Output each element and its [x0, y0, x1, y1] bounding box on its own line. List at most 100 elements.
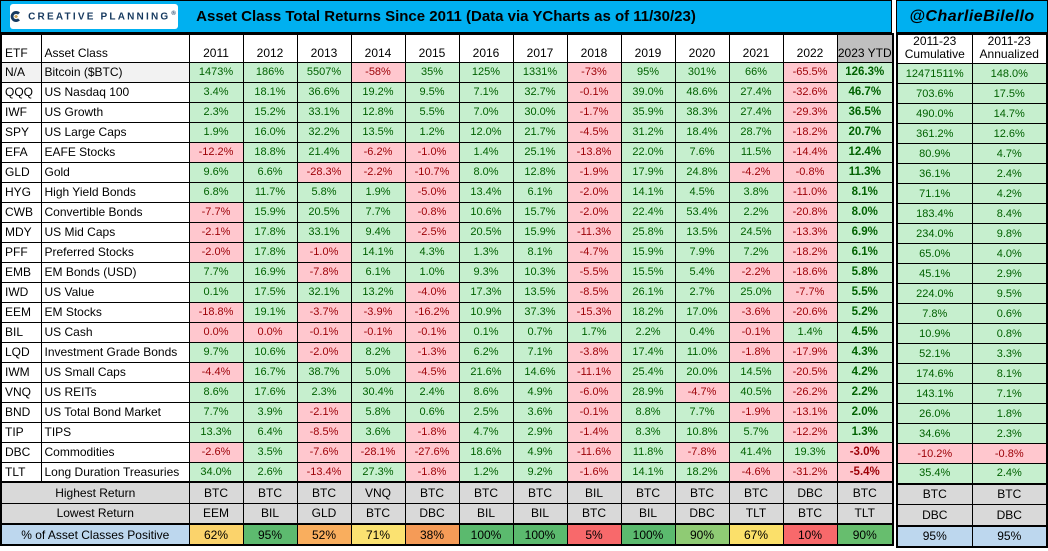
return-cell: 5.5% [836, 281, 894, 303]
return-cell: 5.0% [350, 361, 406, 383]
return-cell: 24.5% [728, 221, 784, 243]
table-row: 224.0% 9.5% [896, 283, 1048, 304]
percent-positive-cell: 52% [296, 523, 352, 546]
return-cell: -20.5% [782, 361, 838, 383]
annualized-cell: 7.1% [971, 383, 1048, 404]
percent-positive-row: % of Asset Classes Positive 62% 95% 52% 71% 3… [0, 523, 894, 546]
author-handle: @CharlieBilello [909, 7, 1035, 25]
return-cell: 4.5% [836, 321, 894, 343]
return-cell: 4.3% [404, 241, 460, 263]
return-cell: 2.6% [242, 461, 298, 483]
year-header: 2016 [458, 33, 514, 63]
return-cell: -1.3% [404, 341, 460, 363]
return-cell: 1.3% [458, 241, 514, 263]
return-cell: 13.5% [674, 221, 730, 243]
registered-mark: ® [171, 10, 178, 17]
return-cell: 4.2% [836, 361, 894, 383]
percent-positive-cell: 100% [458, 523, 514, 546]
return-cell: 18.2% [620, 301, 676, 323]
annualized-cell: 9.5% [971, 283, 1048, 304]
percent-positive-cell: 5% [566, 523, 622, 546]
return-cell: 28.7% [728, 121, 784, 143]
table-row: 35.4% 2.4% [896, 463, 1048, 484]
side-lowest-row: DBC DBC [896, 504, 1048, 526]
return-cell: -13.8% [566, 141, 622, 163]
asset-class-cell: US Mid Caps [40, 221, 190, 243]
creative-planning-logo: CREATIVE PLANNING® [10, 4, 178, 29]
return-cell: -4.2% [728, 161, 784, 183]
return-cell: 15.9% [512, 221, 568, 243]
return-cell: 9.7% [188, 341, 244, 363]
return-cell: 1.9% [188, 121, 244, 143]
creative-planning-logo-icon [10, 11, 20, 22]
return-cell: -8.5% [566, 281, 622, 303]
return-cell: -2.1% [188, 221, 244, 243]
return-cell: 37.3% [512, 301, 568, 323]
return-cell: -7.6% [296, 441, 352, 463]
return-cell: 13.5% [350, 121, 406, 143]
percent-positive-cell: 95% [242, 523, 298, 546]
asset-class-cell: Preferred Stocks [40, 241, 190, 263]
year-header: 2014 [350, 33, 406, 63]
header-row: ETF Asset Class 2011 2012 2013 2014 2015 2016 20… [0, 33, 894, 63]
return-cell: 0.7% [512, 321, 568, 343]
return-cell: 2.3% [188, 101, 244, 123]
table-row: GLD Gold 9.6% 6.6% -28.3% -2.2% -10.7% 8.0% 12.8… [0, 161, 894, 183]
return-cell: 25.8% [620, 221, 676, 243]
return-cell: 5.8% [296, 181, 352, 203]
annualized-cell: 2.4% [971, 163, 1048, 184]
return-cell: 4.7% [458, 421, 514, 443]
return-cell: 21.6% [458, 361, 514, 383]
period-header-line: Annualized [979, 47, 1039, 61]
return-cell: 9.3% [458, 261, 514, 283]
cumulative-cell: 80.9% [896, 143, 973, 164]
return-cell: -17.9% [782, 341, 838, 363]
return-cell: -1.7% [566, 101, 622, 123]
return-cell: 301% [674, 61, 730, 83]
return-cell: -4.7% [566, 241, 622, 263]
highest-return-cell: BTC [896, 482, 973, 505]
table-row: 26.0% 1.8% [896, 403, 1048, 424]
return-cell: 8.0% [836, 201, 894, 223]
return-cell: -0.1% [404, 321, 460, 343]
side-percent-positive-row: 95% 95% [896, 524, 1048, 547]
lowest-return-cell: DBC [971, 504, 1048, 526]
table-row: 71.1% 4.2% [896, 183, 1048, 204]
return-cell: 11.5% [728, 141, 784, 163]
return-cell: 15.9% [242, 201, 298, 223]
return-cell: -0.1% [566, 401, 622, 423]
return-cell: 3.6% [512, 401, 568, 423]
return-cell: 7.7% [350, 201, 406, 223]
asset-class-cell: US Large Caps [40, 121, 190, 143]
return-cell: 12.8% [512, 161, 568, 183]
asset-class-cell: Convertible Bonds [40, 201, 190, 223]
return-cell: -0.1% [566, 81, 622, 103]
etf-cell: IWF [0, 101, 42, 123]
return-cell: -1.8% [404, 461, 460, 483]
lowest-return-cell: GLD [296, 502, 352, 525]
cumulative-cell: 12471511% [896, 63, 973, 84]
return-cell: 17.0% [674, 301, 730, 323]
return-cell: 10.3% [512, 261, 568, 283]
return-cell: -13.4% [296, 461, 352, 483]
return-cell: -2.0% [296, 341, 352, 363]
return-cell: 7.7% [188, 261, 244, 283]
return-cell: 2.2% [836, 381, 894, 403]
return-cell: -29.3% [782, 101, 838, 123]
etf-cell: BIL [0, 321, 42, 343]
return-cell: 33.1% [296, 101, 352, 123]
asset-class-cell: EM Bonds (USD) [40, 261, 190, 283]
return-cell: -4.5% [404, 361, 460, 383]
return-cell: 15.2% [242, 101, 298, 123]
etf-cell: MDY [0, 221, 42, 243]
cumulative-cell: 703.6% [896, 83, 973, 104]
return-cell: 17.4% [620, 341, 676, 363]
return-cell: 17.8% [242, 241, 298, 263]
return-cell: -11.1% [566, 361, 622, 383]
percent-positive-cell: 100% [512, 523, 568, 546]
return-cell: 1.0% [404, 261, 460, 283]
table-row: IWD US Value 0.1% 17.5% 32.1% 13.2% -4.0% 17.3%… [0, 281, 894, 303]
percent-positive-cell: 100% [620, 523, 676, 546]
return-cell: 14.5% [728, 361, 784, 383]
author-banner: @CharlieBilello [896, 0, 1048, 33]
